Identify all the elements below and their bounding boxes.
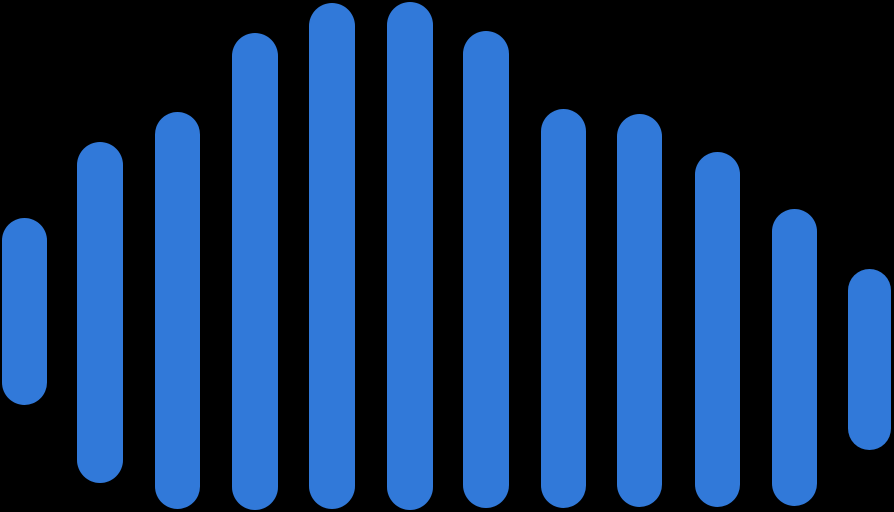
waveform-bar-1 bbox=[2, 218, 47, 405]
waveform-bar-11 bbox=[772, 209, 817, 506]
waveform-bar-9 bbox=[617, 114, 662, 507]
waveform-bar-5 bbox=[309, 3, 355, 509]
waveform-bar-6 bbox=[387, 2, 433, 510]
waveform-bar-12 bbox=[848, 269, 891, 450]
waveform-bar-2 bbox=[77, 142, 123, 483]
waveform-bar-7 bbox=[463, 31, 509, 508]
waveform-bar-10 bbox=[695, 152, 740, 507]
waveform-bar-8 bbox=[541, 109, 586, 508]
waveform-bar-3 bbox=[155, 112, 200, 509]
waveform-bar-4 bbox=[232, 33, 278, 510]
